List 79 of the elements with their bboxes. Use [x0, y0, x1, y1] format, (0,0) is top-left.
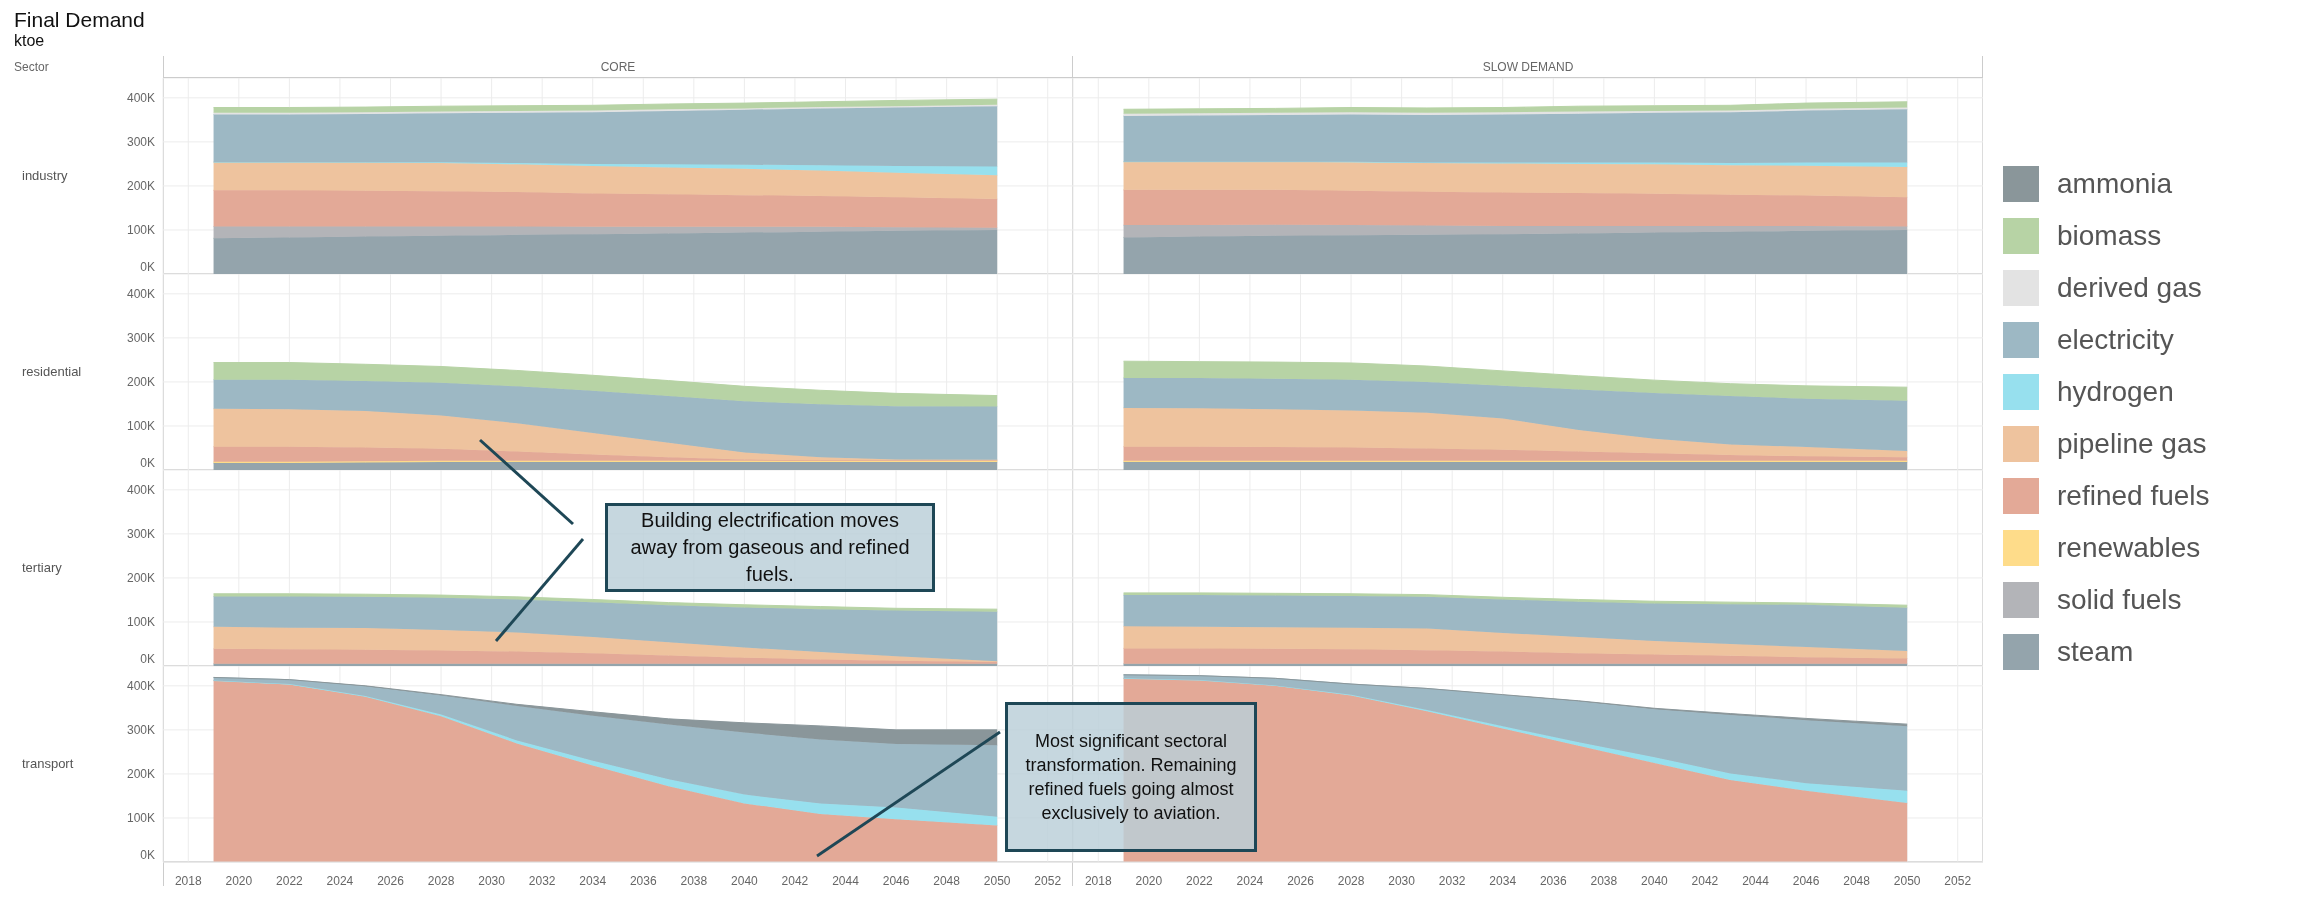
x-tick-label: 2052: [1944, 874, 1972, 888]
y-tick-label: 0K: [140, 456, 155, 470]
x-tick-label: 2018: [1084, 874, 1112, 888]
x-tick-label: 2036: [629, 874, 657, 888]
x-tick-label: 2020: [1135, 874, 1163, 888]
y-tick-label: 300K: [126, 722, 155, 737]
x-tick-label: 2032: [528, 874, 556, 888]
y-axis-title: tertiary: [22, 560, 62, 575]
y-tick-label: 200K: [126, 766, 155, 781]
x-tick-label: 2044: [1742, 874, 1770, 888]
y-tick-label: 0K: [140, 652, 155, 666]
y-tick-label: 200K: [126, 178, 155, 193]
y-axis-title: transport: [22, 756, 74, 771]
legend-label: ammonia: [2057, 168, 2173, 199]
x-tick-label: 2020: [225, 874, 253, 888]
text: CORE: [600, 60, 636, 74]
y-tick-label: 300K: [126, 526, 155, 541]
text: ktoe: [14, 32, 45, 49]
legend-label: biomass: [2057, 220, 2162, 251]
x-tick-label: 2028: [427, 874, 455, 888]
x-tick-label: 2024: [1236, 874, 1264, 888]
chart-title: Final Demand: [14, 8, 145, 31]
legend-label: refined fuels: [2057, 480, 2210, 511]
text: Sector: [14, 60, 49, 74]
legend-label: solid fuels: [2057, 584, 2182, 615]
y-tick-label: 400K: [126, 286, 155, 301]
legend-label: derived gas: [2057, 272, 2202, 303]
x-tick-label: 2018: [174, 874, 202, 888]
annotation: Building electrification moves away from gaseous and refined fuels.: [629, 508, 911, 587]
text: SLOW DEMAND: [1482, 60, 1574, 74]
legend-label: renewables: [2057, 532, 2201, 563]
y-tick-label: 200K: [126, 374, 155, 389]
y-tick-label: 400K: [126, 678, 155, 693]
x-tick-label: 2050: [1893, 874, 1921, 888]
legend-label: pipeline gas: [2057, 428, 2207, 459]
x-tick-label: 2048: [1843, 874, 1871, 888]
y-tick-label: 100K: [126, 418, 155, 433]
x-tick-label: 2030: [1388, 874, 1416, 888]
legend-label: electricity: [2057, 324, 2174, 355]
x-tick-label: 2022: [276, 874, 304, 888]
legend-label: hydrogen: [2057, 376, 2174, 407]
legend-label: steam: [2057, 636, 2134, 667]
x-tick-label: 2038: [680, 874, 708, 888]
x-tick-label: 2048: [933, 874, 961, 888]
x-tick-label: 2034: [1489, 874, 1517, 888]
x-tick-label: 2046: [882, 874, 910, 888]
x-tick-label: 2036: [1539, 874, 1567, 888]
y-axis-title: industry: [22, 168, 68, 183]
x-tick-label: 2040: [1641, 874, 1669, 888]
x-tick-label: 2026: [377, 874, 405, 888]
x-tick-label: 2052: [1034, 874, 1062, 888]
x-tick-label: 2046: [1792, 874, 1820, 888]
annotation: Most significant sectoral transformation. Remaining refined fuels going almost exclusively to aviation.: [1024, 730, 1238, 825]
callout-box: Most significant sectoral transformation. Remaining refined fuels going almost exclusively to aviation.: [1005, 702, 1257, 852]
x-tick-label: 2030: [478, 874, 506, 888]
y-tick-label: 200K: [126, 570, 155, 585]
y-tick-label: 400K: [126, 482, 155, 497]
y-tick-label: 0K: [140, 260, 155, 274]
y-tick-label: 400K: [126, 90, 155, 105]
x-tick-label: 2042: [781, 874, 809, 888]
y-tick-label: 100K: [126, 810, 155, 825]
x-tick-label: 2034: [579, 874, 607, 888]
y-tick-label: 300K: [126, 330, 155, 345]
x-tick-label: 2050: [983, 874, 1011, 888]
x-tick-label: 2026: [1287, 874, 1315, 888]
y-tick-label: 300K: [126, 134, 155, 149]
x-tick-label: 2040: [731, 874, 759, 888]
y-tick-label: 0K: [140, 848, 155, 862]
y-tick-label: 100K: [126, 222, 155, 237]
x-tick-label: 2044: [832, 874, 860, 888]
x-tick-label: 2032: [1438, 874, 1466, 888]
y-tick-label: 100K: [126, 614, 155, 629]
x-tick-label: 2038: [1590, 874, 1618, 888]
x-tick-label: 2042: [1691, 874, 1719, 888]
callout-box: Building electrification moves away from gaseous and refined fuels.: [605, 503, 935, 592]
x-tick-label: 2028: [1337, 874, 1365, 888]
y-axis-title: residential: [22, 364, 82, 379]
x-tick-label: 2022: [1186, 874, 1214, 888]
x-tick-label: 2024: [326, 874, 354, 888]
